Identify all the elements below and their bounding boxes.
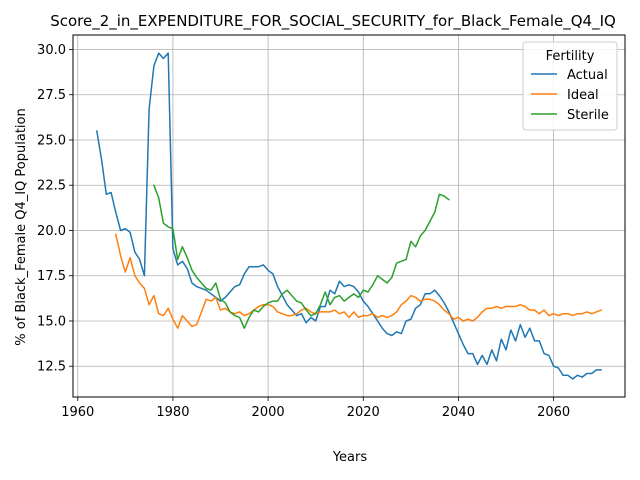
chart-title: Score_2_in_EXPENDITURE_FOR_SOCIAL_SECURI…	[50, 12, 616, 31]
y-tick-label: 22.5	[37, 179, 66, 194]
x-tick-label: 1980	[156, 405, 189, 420]
y-tick-label: 12.5	[37, 360, 66, 375]
x-tick-label: 2040	[442, 405, 475, 420]
grid-lines	[73, 35, 625, 397]
legend: Fertility Actual Ideal Sterile	[522, 41, 618, 131]
x-tick-label: 2060	[537, 405, 570, 420]
series-line-actual	[96, 52, 602, 380]
legend-box	[522, 41, 618, 131]
plot-area-frame	[72, 34, 626, 398]
y-tick-label: 15.0	[37, 314, 66, 329]
y-tick-label: 17.5	[37, 269, 66, 284]
series-line-sterile	[153, 184, 450, 329]
x-axis-label: Years	[332, 450, 368, 465]
x-tick-label: 2000	[252, 405, 285, 420]
y-tick-label: 25.0	[37, 133, 66, 148]
x-tick-label: 2020	[347, 405, 380, 420]
legend-label-sterile: Sterile	[567, 108, 609, 123]
legend-label-actual: Actual	[567, 68, 608, 83]
series-line-ideal	[115, 233, 602, 329]
y-tick-label: 20.0	[37, 224, 66, 239]
y-tick-label: 27.5	[37, 88, 66, 103]
legend-label-ideal: Ideal	[567, 88, 599, 103]
series-lines	[96, 52, 602, 380]
y-tick-label: 30.0	[37, 43, 66, 58]
x-tick-label: 1960	[61, 405, 94, 420]
axis-ticks: 1960 1980 2000 2020 2040 2060 12.5 15.0 17.5 20.0…	[37, 43, 570, 420]
legend-title: Fertility	[546, 49, 595, 64]
legend-items: Actual Ideal Sterile	[531, 68, 609, 123]
y-axis-label: % of Black_Female Q4_IQ Population	[14, 108, 29, 345]
